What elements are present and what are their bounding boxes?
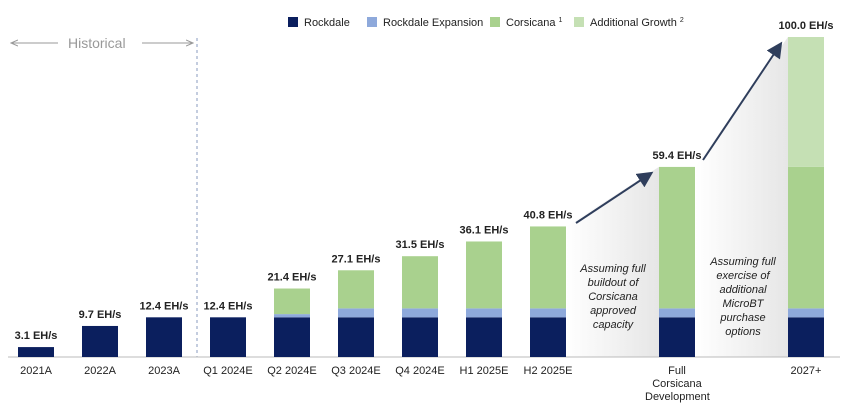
arrow (702, 41, 783, 161)
bar-segment (466, 241, 502, 309)
bar-segment (788, 308, 824, 318)
bar-segment (18, 347, 54, 357)
legend-label: Rockdale Expansion (383, 17, 483, 29)
historical-label: Historical (68, 35, 126, 51)
total-label: 27.1 EH/s (332, 253, 381, 265)
total-label: 9.7 EH/s (79, 309, 122, 321)
bar-segment (402, 317, 438, 357)
bar-segment (659, 317, 695, 357)
arrow (575, 171, 654, 224)
x-tick-label: Q3 2024E (331, 365, 381, 377)
bar-segment (82, 325, 118, 357)
bar-segment (788, 37, 824, 167)
x-tick-label: Q2 2024E (267, 365, 317, 377)
bar-segment (466, 317, 502, 357)
annotation: Assuming full exercise of additional Mic… (710, 256, 776, 338)
x-tick-label: H1 2025E (459, 365, 509, 377)
bar-segment (659, 308, 695, 318)
bar-segment (338, 308, 374, 318)
legend-label: Rockdale (304, 17, 350, 29)
bar-segment (788, 317, 824, 357)
bar-segment (146, 317, 182, 357)
total-label: 31.5 EH/s (396, 239, 445, 251)
bar-segment (402, 308, 438, 318)
bar-segment (210, 317, 246, 357)
x-tick-label: 2022A (84, 365, 116, 377)
legend-swatch (574, 17, 584, 27)
total-label: 3.1 EH/s (15, 330, 58, 342)
bar-segment (530, 317, 566, 357)
bar-segment (274, 288, 310, 315)
x-tick-label: 2021A (20, 365, 52, 377)
x-tick-label: H2 2025E (523, 365, 573, 377)
legend-note: 1 (559, 17, 563, 24)
x-tick-label: 2027+ (790, 365, 822, 377)
x-tick-label: Full Corsicana Development (645, 365, 710, 403)
total-label: 21.4 EH/s (268, 272, 317, 284)
x-tick-label: 2023A (148, 365, 180, 377)
bar-segment (402, 256, 438, 309)
bar-segment (788, 166, 824, 309)
total-label: 100.0 EH/s (778, 20, 833, 32)
bar-segment (338, 270, 374, 309)
bar-segment (274, 317, 310, 357)
legend-label: Corsicana 1 (506, 17, 563, 29)
total-label: 36.1 EH/s (460, 224, 509, 236)
total-label: 12.4 EH/s (204, 300, 253, 312)
x-tick-label: Q4 2024E (395, 365, 445, 377)
bar-segment (338, 317, 374, 357)
legend-note: 2 (680, 17, 684, 24)
bar-segment (530, 308, 566, 318)
x-tick-label: Q1 2024E (203, 365, 253, 377)
legend-swatch (490, 17, 500, 27)
legend-swatch (288, 17, 298, 27)
bar-segment (274, 314, 310, 318)
total-label: 59.4 EH/s (653, 150, 702, 162)
shade (695, 37, 788, 357)
annotation: Assuming full buildout of Corsicana appr… (580, 263, 646, 331)
legend-swatch (367, 17, 377, 27)
total-label: 12.4 EH/s (140, 300, 189, 312)
bar-segment (659, 166, 695, 309)
bar-segment (466, 308, 502, 318)
bar-segment (530, 226, 566, 309)
total-label: 40.8 EH/s (524, 209, 573, 221)
legend-label: Additional Growth 2 (590, 17, 684, 29)
